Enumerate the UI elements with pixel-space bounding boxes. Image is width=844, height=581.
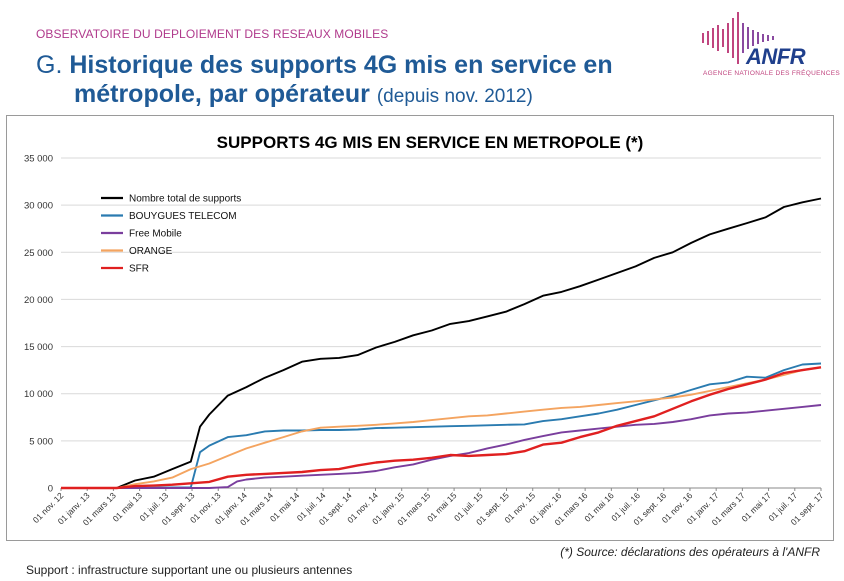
logo-bar	[762, 34, 764, 42]
logo-name: ANFR	[746, 44, 806, 69]
chart-series	[61, 197, 822, 490]
chart-legend: Nombre total de supports BOUYGUES TELECOM…	[101, 194, 241, 275]
chart-container: SUPPORTS 4G MIS EN SERVICE EN METROPOLE …	[6, 115, 834, 541]
series-line-free-mobile	[61, 404, 822, 489]
logo-bar	[772, 36, 774, 40]
series-line-orange	[61, 366, 822, 489]
series-line-bouygues-telecom	[61, 362, 822, 489]
logo-bar	[712, 28, 714, 48]
y-tick-label: 30 000	[24, 201, 53, 212]
y-tick-label: 25 000	[24, 248, 53, 259]
logo-bar	[732, 18, 734, 58]
legend-label: Free Mobile	[129, 229, 182, 240]
source-note: (*) Source: déclarations des opérateurs …	[560, 545, 820, 559]
logo-bar	[722, 29, 724, 47]
series-line-sfr	[61, 366, 822, 490]
logo-bar	[752, 30, 754, 46]
title-prefix: G.	[36, 51, 63, 79]
y-tick-label: 35 000	[24, 154, 53, 165]
logo-bar	[747, 27, 749, 49]
anfr-waveform-logo	[702, 12, 774, 64]
logo-bar	[757, 32, 759, 44]
legend-label: Nombre total de supports	[129, 194, 241, 205]
y-axis: 0 5 000 10 000 15 000 20 000 25 000 30 000 35 0…	[24, 154, 53, 495]
y-tick-label: 5 000	[29, 436, 53, 447]
y-tick-label: 10 000	[24, 389, 53, 400]
footnote: Support : infrastructure supportant une …	[26, 563, 353, 577]
title-line2: métropole, par opérateur	[74, 80, 370, 108]
logo-bar	[717, 25, 719, 51]
legend-label: ORANGE	[129, 246, 173, 257]
title-suffix: (depuis nov. 2012)	[376, 86, 533, 107]
y-tick-label: 15 000	[24, 342, 53, 353]
chart-grid	[61, 157, 821, 489]
series-line-nombre-total-de-supports	[61, 197, 822, 489]
title-line1: Historique des supports 4G mis en servic…	[69, 51, 613, 79]
y-tick-label: 20 000	[24, 295, 53, 306]
logo-subtitle: AGENCE NATIONALE DES FRÉQUENCES	[703, 70, 841, 77]
logo-bar	[707, 31, 709, 45]
legend-label: SFR	[129, 264, 149, 275]
observatory-header: OBSERVATOIRE DU DEPLOIEMENT DES RESEAUX …	[36, 27, 389, 41]
logo-bar	[727, 23, 729, 53]
logo-bar	[737, 12, 739, 64]
chart-title: SUPPORTS 4G MIS EN SERVICE EN METROPOLE …	[217, 133, 644, 152]
line-chart: SUPPORTS 4G MIS EN SERVICE EN METROPOLE …	[24, 133, 826, 527]
logo-bar	[767, 35, 769, 41]
legend-label: BOUYGUES TELECOM	[129, 211, 237, 222]
logo-bar	[742, 23, 744, 53]
y-tick-label: 0	[48, 484, 53, 495]
logo-bar	[702, 33, 704, 43]
page-title: G. Historique des supports 4G mis en ser…	[36, 51, 613, 111]
